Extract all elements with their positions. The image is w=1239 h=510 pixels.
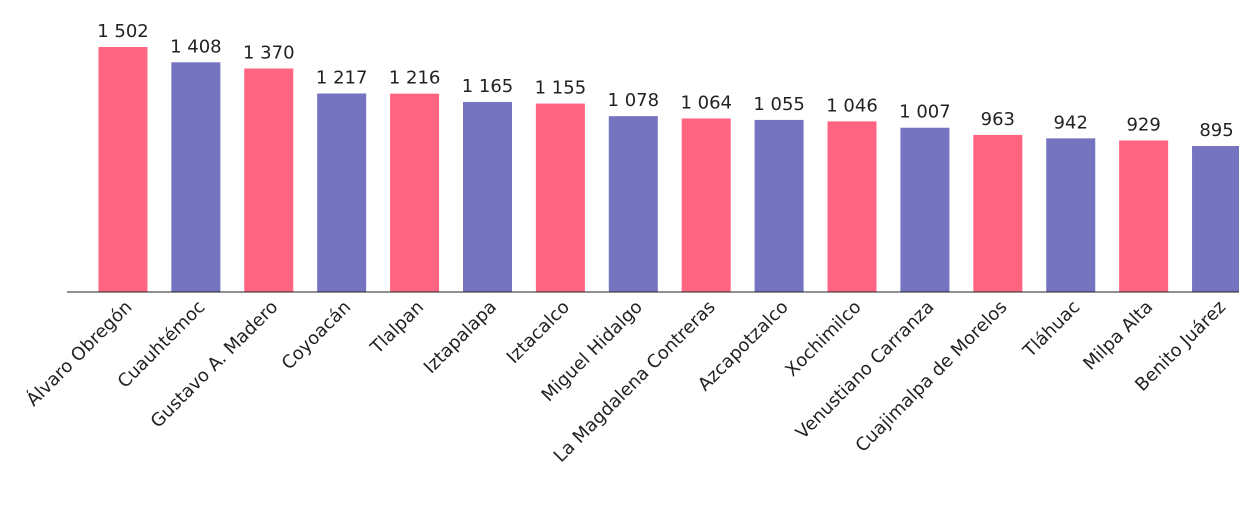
value-label: 1 007 xyxy=(899,102,951,123)
x-tick-label: Milpa Alta xyxy=(1079,297,1157,375)
value-label: 1 155 xyxy=(535,78,587,99)
x-tick-label: Gustavo A. Madero xyxy=(147,297,283,433)
value-label: 929 xyxy=(1126,114,1160,135)
x-tick-label: Tláhuac xyxy=(1019,297,1085,363)
value-label: 963 xyxy=(981,109,1015,130)
value-label: 1 408 xyxy=(170,36,222,57)
bar xyxy=(608,116,658,293)
bar xyxy=(390,93,440,292)
value-label: 895 xyxy=(1199,120,1233,141)
value-label: 942 xyxy=(1054,112,1088,133)
value-label: 1 055 xyxy=(753,94,805,115)
x-tick-label: Iztapalapa xyxy=(420,297,501,378)
value-label: 1 165 xyxy=(462,76,514,97)
value-label: 1 064 xyxy=(680,92,732,113)
value-label: 1 216 xyxy=(389,68,441,89)
bar xyxy=(900,127,950,292)
bar xyxy=(754,119,804,292)
bar xyxy=(1119,140,1169,292)
bar xyxy=(98,46,148,292)
x-tick-label: Iztacalco xyxy=(503,297,574,368)
x-tick-label: Tlalpan xyxy=(366,297,428,359)
value-label: 1 078 xyxy=(608,90,660,111)
value-label: 1 502 xyxy=(97,21,149,42)
bar xyxy=(171,62,221,292)
value-label: 1 046 xyxy=(826,95,878,116)
x-tick-label: Coyoacán xyxy=(278,297,356,375)
bar xyxy=(1046,138,1096,292)
x-tick-label: Cuajimalpa de Morelos xyxy=(852,297,1012,457)
bar xyxy=(535,103,585,292)
bar xyxy=(244,68,294,292)
bar xyxy=(827,121,877,292)
value-label: 1 370 xyxy=(243,43,295,64)
value-label: 1 217 xyxy=(316,67,368,88)
x-tick-label: Álvaro Obregón xyxy=(22,296,137,411)
x-tick-label: Venustiano Carranza xyxy=(792,297,939,444)
bar xyxy=(462,101,512,292)
bar xyxy=(1192,146,1239,292)
bar xyxy=(317,93,367,293)
bar xyxy=(973,134,1023,292)
bar xyxy=(681,118,731,292)
